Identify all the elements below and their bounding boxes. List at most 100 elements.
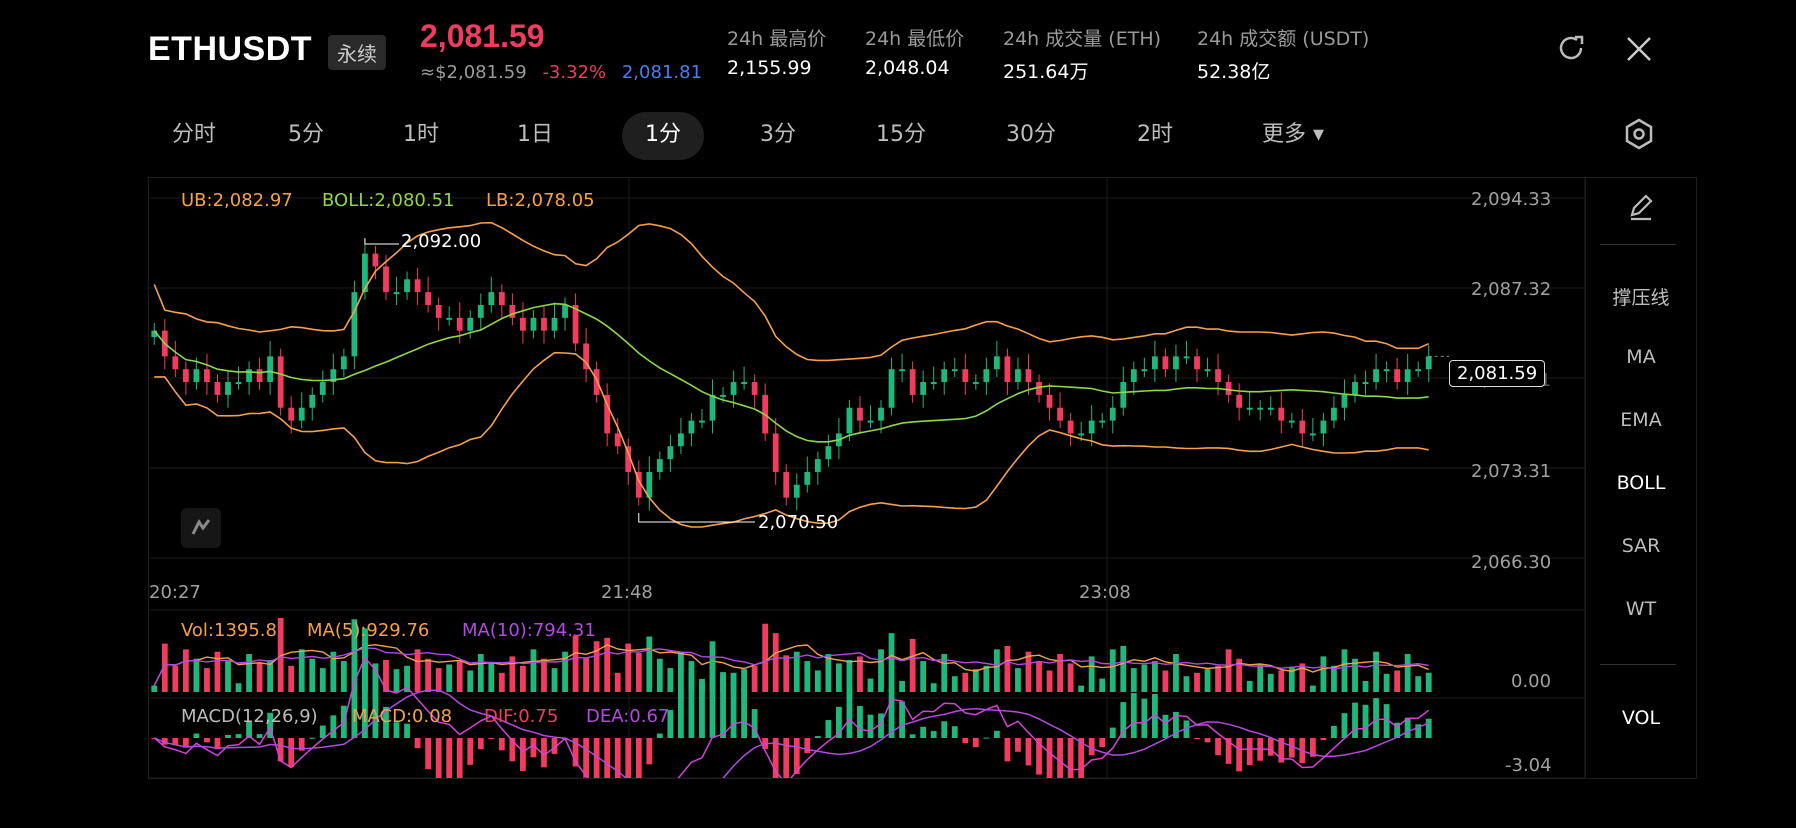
candle-body xyxy=(604,394,611,434)
indicator-support-resistance[interactable]: 撑压线 xyxy=(1612,287,1670,309)
candle-body xyxy=(699,420,705,423)
macd-histogram-bar xyxy=(751,709,758,738)
macd-histogram-bar xyxy=(709,660,716,738)
volume-bar xyxy=(1394,670,1401,692)
macd-histogram-bar xyxy=(509,738,516,762)
candle-body xyxy=(772,433,779,472)
candle-body xyxy=(1046,394,1053,408)
macd-histogram-bar xyxy=(1341,713,1348,738)
macd-histogram-bar xyxy=(414,738,421,749)
macd-histogram-bar xyxy=(983,737,990,739)
tab-2h[interactable]: 2时 xyxy=(1137,122,1173,147)
macd-histogram-bar xyxy=(161,738,168,745)
settings-icon[interactable] xyxy=(1624,118,1654,158)
volume-bar xyxy=(962,672,969,692)
candle-body xyxy=(1109,407,1116,421)
candle-body xyxy=(1331,407,1337,421)
candle-body xyxy=(351,292,358,357)
macd-histogram-bar xyxy=(1109,727,1116,738)
high-label: 2,092.00 xyxy=(401,231,482,252)
chart-area[interactable]: UB:2,082.97 BOLL:2,080.51 LB:2,078.05 2,… xyxy=(148,177,1697,779)
candle-body xyxy=(214,382,221,395)
candle-body xyxy=(656,459,663,472)
macd-histogram-bar xyxy=(446,738,453,778)
macd-histogram-bar xyxy=(593,738,600,778)
candle-body xyxy=(467,317,474,331)
volume-bar xyxy=(625,643,632,692)
candle-body xyxy=(1383,369,1390,372)
macd-histogram-bar xyxy=(951,726,958,738)
macd-histogram-bar xyxy=(741,687,747,738)
tab-15m[interactable]: 15分 xyxy=(876,122,926,147)
macd-histogram-bar xyxy=(614,738,621,778)
tab-5m[interactable]: 5分 xyxy=(288,122,324,147)
volume-bar xyxy=(1415,676,1422,692)
volume-bar xyxy=(1267,673,1274,692)
volume-bar xyxy=(583,657,590,692)
volume-bar xyxy=(1036,661,1042,692)
volume-bar xyxy=(1109,649,1116,692)
macd-histogram-bar xyxy=(699,678,705,738)
candle-body xyxy=(1246,407,1253,410)
macd-histogram-bar xyxy=(1352,702,1358,738)
candle-body xyxy=(182,369,189,383)
macd-histogram-bar xyxy=(404,723,410,738)
candle-body xyxy=(1141,369,1148,372)
volume-bar xyxy=(488,663,495,692)
macd-histogram-bar xyxy=(930,731,937,738)
indicator-ema[interactable]: EMA xyxy=(1620,409,1662,431)
indicator-ma[interactable]: MA xyxy=(1626,346,1656,368)
indicator-vol[interactable]: VOL xyxy=(1621,707,1661,729)
volume-bar xyxy=(783,655,790,692)
macd-histogram-bar xyxy=(972,738,979,748)
tab-30m[interactable]: 30分 xyxy=(1006,122,1056,147)
candle-body xyxy=(1373,369,1379,383)
candle-body xyxy=(1425,356,1432,370)
y-tick: 2,066.30 xyxy=(1471,552,1552,573)
indicator-sar[interactable]: SAR xyxy=(1621,535,1661,557)
volume-bar xyxy=(193,658,200,692)
volume-bar xyxy=(1057,654,1063,692)
candle-body xyxy=(857,407,863,421)
candle-body xyxy=(204,369,210,383)
tab-1m[interactable]: 1分 xyxy=(622,112,704,160)
tab-timeline[interactable]: 分时 xyxy=(171,122,216,147)
candle-body xyxy=(456,317,463,331)
price-change: -3.32% xyxy=(542,62,607,83)
volume-bar xyxy=(899,680,905,692)
tab-1d[interactable]: 1日 xyxy=(517,122,553,147)
macd-histogram-bar xyxy=(1099,738,1106,748)
macd-histogram-bar xyxy=(214,738,221,750)
candle-body xyxy=(1130,369,1137,383)
indicator-wt[interactable]: WT xyxy=(1625,598,1657,620)
macd-histogram-bar xyxy=(1215,738,1221,756)
macd-histogram-bar xyxy=(867,714,874,738)
macd-histogram-bar xyxy=(825,720,832,738)
macd-histogram-bar xyxy=(656,733,663,738)
candle-body xyxy=(1078,433,1085,436)
macd-histogram-bar xyxy=(888,689,895,738)
macd-histogram-bar xyxy=(993,730,1000,738)
volume-bar xyxy=(467,670,474,692)
legend-dif: DIF:0.75 xyxy=(484,706,559,727)
drawing-tools-icon[interactable] xyxy=(181,508,221,548)
close-icon[interactable] xyxy=(1625,35,1653,71)
tab-3m[interactable]: 3分 xyxy=(760,122,796,147)
macd-histogram-bar xyxy=(435,738,442,778)
volume-bar xyxy=(1141,664,1148,692)
candle-body xyxy=(1162,356,1169,370)
tab-more[interactable]: 更多 ▾ xyxy=(1261,122,1325,147)
refresh-icon[interactable] xyxy=(1556,33,1586,71)
candle-body xyxy=(793,484,800,498)
pencil-icon[interactable] xyxy=(1586,191,1696,226)
high-marker xyxy=(364,238,399,245)
tab-1h[interactable]: 1时 xyxy=(403,122,439,147)
candle-body xyxy=(1225,382,1232,395)
stat-24h-low: 24h 最低价 2,048.04 xyxy=(865,24,964,79)
candle-body xyxy=(983,369,990,383)
legend-ub: UB:2,082.97 xyxy=(181,190,293,211)
candle-body xyxy=(1173,356,1179,370)
volume-bar xyxy=(1383,673,1390,692)
indicator-boll[interactable]: BOLL xyxy=(1616,472,1666,494)
kline-chart[interactable] xyxy=(149,178,1585,778)
